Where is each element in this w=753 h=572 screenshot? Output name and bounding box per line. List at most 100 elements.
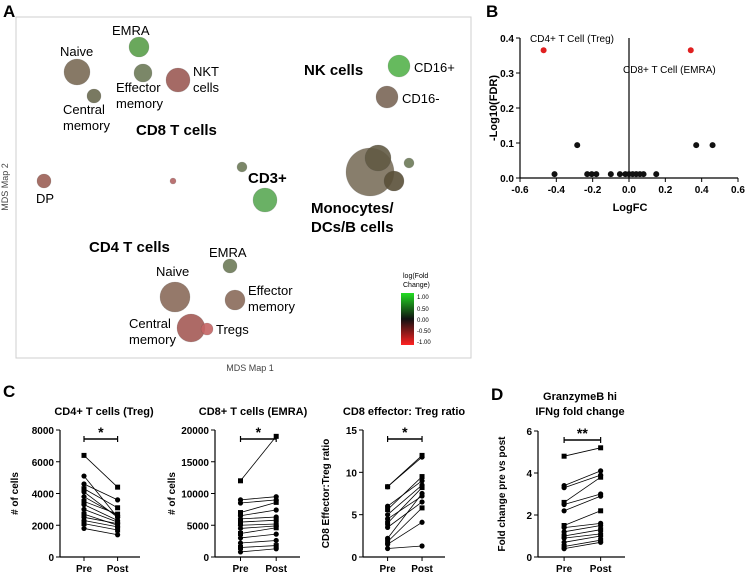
pair-point (238, 531, 243, 537)
pair-point (273, 433, 279, 439)
group-label-cd3: CD3+ (248, 170, 287, 187)
pair-line (387, 476, 423, 510)
pair-point (419, 505, 425, 511)
pair-line (240, 519, 277, 523)
bubble (222, 258, 238, 274)
pair-point (561, 525, 567, 531)
pair-line (83, 528, 118, 536)
volcano-point (640, 171, 647, 178)
volcano-point (709, 142, 716, 149)
pair-line (563, 495, 601, 512)
y-tick-label: 0.3 (500, 69, 514, 80)
pair-line (387, 495, 423, 520)
pair-line (387, 493, 423, 539)
y-tick-label: 0 (48, 553, 54, 564)
y-tick-label: 15000 (181, 458, 209, 469)
pair-line (83, 509, 118, 523)
bubble (169, 177, 177, 185)
y-tick-label: 0 (351, 553, 357, 564)
y-tick-label: 5 (351, 511, 357, 522)
pair-point (81, 521, 87, 527)
bubble (128, 36, 150, 58)
bubble (364, 144, 392, 172)
pair-point (81, 498, 87, 504)
pair-line (563, 510, 601, 526)
pair-point (561, 535, 567, 541)
pair-point (385, 516, 391, 522)
y-tick-label: 0.2 (500, 104, 514, 115)
pair-line (387, 456, 423, 488)
panel-b: B LogFC -Log10(FDR) CD4+ T Cell (Treg) C… (486, 2, 745, 214)
paired-plot-ratio: 0 5 10 15 Pre Post CD8 effector: Treg ratio CD8… (321, 406, 465, 572)
pair-point (385, 512, 391, 518)
panel-a: A MDS Map 1 MDS Map 2 EMRA Naive NKT cel… (0, 2, 472, 373)
pair-point (385, 524, 391, 530)
y-axis-label: Fold change pre vs post (497, 436, 508, 552)
legend-tick: 1.00 (417, 295, 429, 301)
x-tick-label: Post (411, 564, 433, 572)
mds-x-label: MDS Map 1 (226, 363, 274, 373)
volcano-point (616, 171, 623, 178)
pair-line (83, 501, 118, 515)
group-label-mono-2: DCs/B cells (311, 219, 394, 236)
legend-tick: 0.00 (417, 318, 429, 324)
volcano-annotation-emra: CD8+ T Cell (EMRA) (623, 65, 716, 76)
pair-line (240, 502, 277, 513)
y-tick-label: 15 (346, 426, 358, 437)
pair-point (598, 468, 604, 474)
legend-tick: 0.50 (417, 307, 429, 313)
pair-point (419, 499, 425, 505)
pair-point (598, 474, 604, 480)
pair-line (240, 540, 277, 544)
paired-plot-granzyme: 0 2 4 6 Pre Post GranzymeB hi IFNg fold change F… (497, 391, 625, 572)
pair-point (419, 478, 425, 484)
pair-line (240, 523, 277, 526)
y-tick-label: 0.0 (500, 174, 514, 185)
bubble-label-cd4-effector-2: memory (248, 299, 295, 314)
panel-d-letter: D (491, 385, 503, 404)
pair-point (81, 489, 87, 495)
x-tick-label: Pre (232, 564, 249, 572)
bubble-label-cd4-naive: Naive (156, 264, 189, 279)
y-tick-label: 6 (526, 427, 532, 438)
pair-point (237, 549, 244, 555)
group-label-cd8: CD8 T cells (136, 122, 217, 139)
pair-point (81, 494, 87, 500)
pair-line (83, 516, 118, 525)
pair-line (240, 436, 277, 482)
x-tick-label: -0.2 (584, 185, 602, 196)
y-tick-label: 4 (526, 469, 532, 480)
pair-point (561, 453, 567, 459)
bubble-label-cd8-central: Central (63, 102, 105, 117)
pair-line (83, 455, 118, 488)
pair-line (240, 527, 277, 534)
pair-line (564, 533, 601, 539)
pair-point (385, 541, 391, 547)
pair-line (240, 533, 277, 539)
x-tick-label: 0.4 (695, 185, 709, 196)
pair-point (598, 539, 604, 545)
pair-line (387, 507, 423, 543)
plot-title: CD8 effector: Treg ratio (343, 406, 466, 418)
bubble-label-cd8-effector: Effector (116, 80, 161, 95)
bubble (224, 289, 246, 311)
x-tick-label: Pre (380, 564, 397, 572)
pair-point (237, 525, 244, 532)
pair-point (598, 493, 604, 499)
pair-point (273, 531, 279, 537)
legend-title-2: Change) (403, 282, 430, 289)
volcano-point (551, 171, 558, 178)
pair-point (385, 507, 391, 513)
pair-point (115, 532, 121, 538)
bubble (375, 85, 399, 109)
pair-line (564, 539, 601, 547)
pair-point (561, 508, 567, 514)
pair-point (561, 501, 567, 508)
pair-point (273, 543, 279, 549)
pair-point (273, 546, 279, 552)
significance-stars: * (402, 424, 408, 440)
x-tick-label: Pre (556, 564, 573, 572)
pair-point (237, 535, 244, 541)
pair-line (83, 488, 118, 509)
